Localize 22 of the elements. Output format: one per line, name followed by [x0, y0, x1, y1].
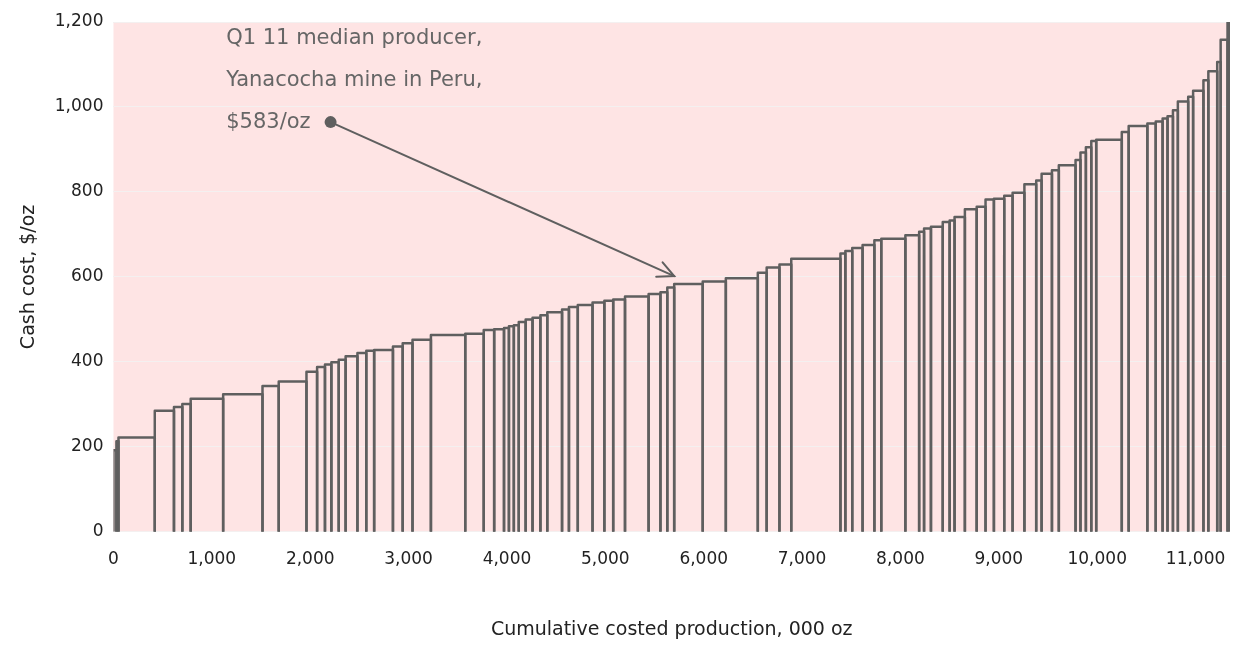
y-tick-label: 800	[71, 180, 104, 201]
x-tick-label: 9,000	[974, 548, 1024, 569]
x-tick-label: 5,000	[581, 548, 630, 569]
y-tick-label: 400	[71, 350, 104, 371]
y-tick-label: 600	[71, 265, 104, 286]
y-axis-title: Cash cost, $/oz	[16, 204, 39, 350]
y-tick-label: 0	[92, 520, 104, 541]
y-tick-label: 1,000	[54, 95, 104, 116]
x-axis-title: Cumulative costed production, 000 oz	[490, 616, 853, 639]
x-tick-label: 10,000	[1067, 548, 1127, 569]
x-tick-label: 7,000	[777, 548, 827, 569]
y-tick-label: 200	[71, 435, 104, 456]
annotation: Q1 11 median producer, Yanacocha mine in Peru, $583/oz	[225, 25, 483, 134]
x-tick-label: 6,000	[679, 548, 729, 569]
x-tick-label: 8,000	[876, 548, 925, 569]
x-tick-label: 11,000	[1165, 548, 1226, 569]
y-tick-label: 1,200	[54, 10, 104, 31]
x-tick-label: 4,000	[482, 548, 532, 569]
x-tick-label: 3,000	[384, 548, 433, 569]
x-tick-label: 0	[108, 548, 119, 569]
x-tick-label: 1,000	[187, 548, 237, 569]
x-tick-label: 2,000	[285, 548, 335, 569]
